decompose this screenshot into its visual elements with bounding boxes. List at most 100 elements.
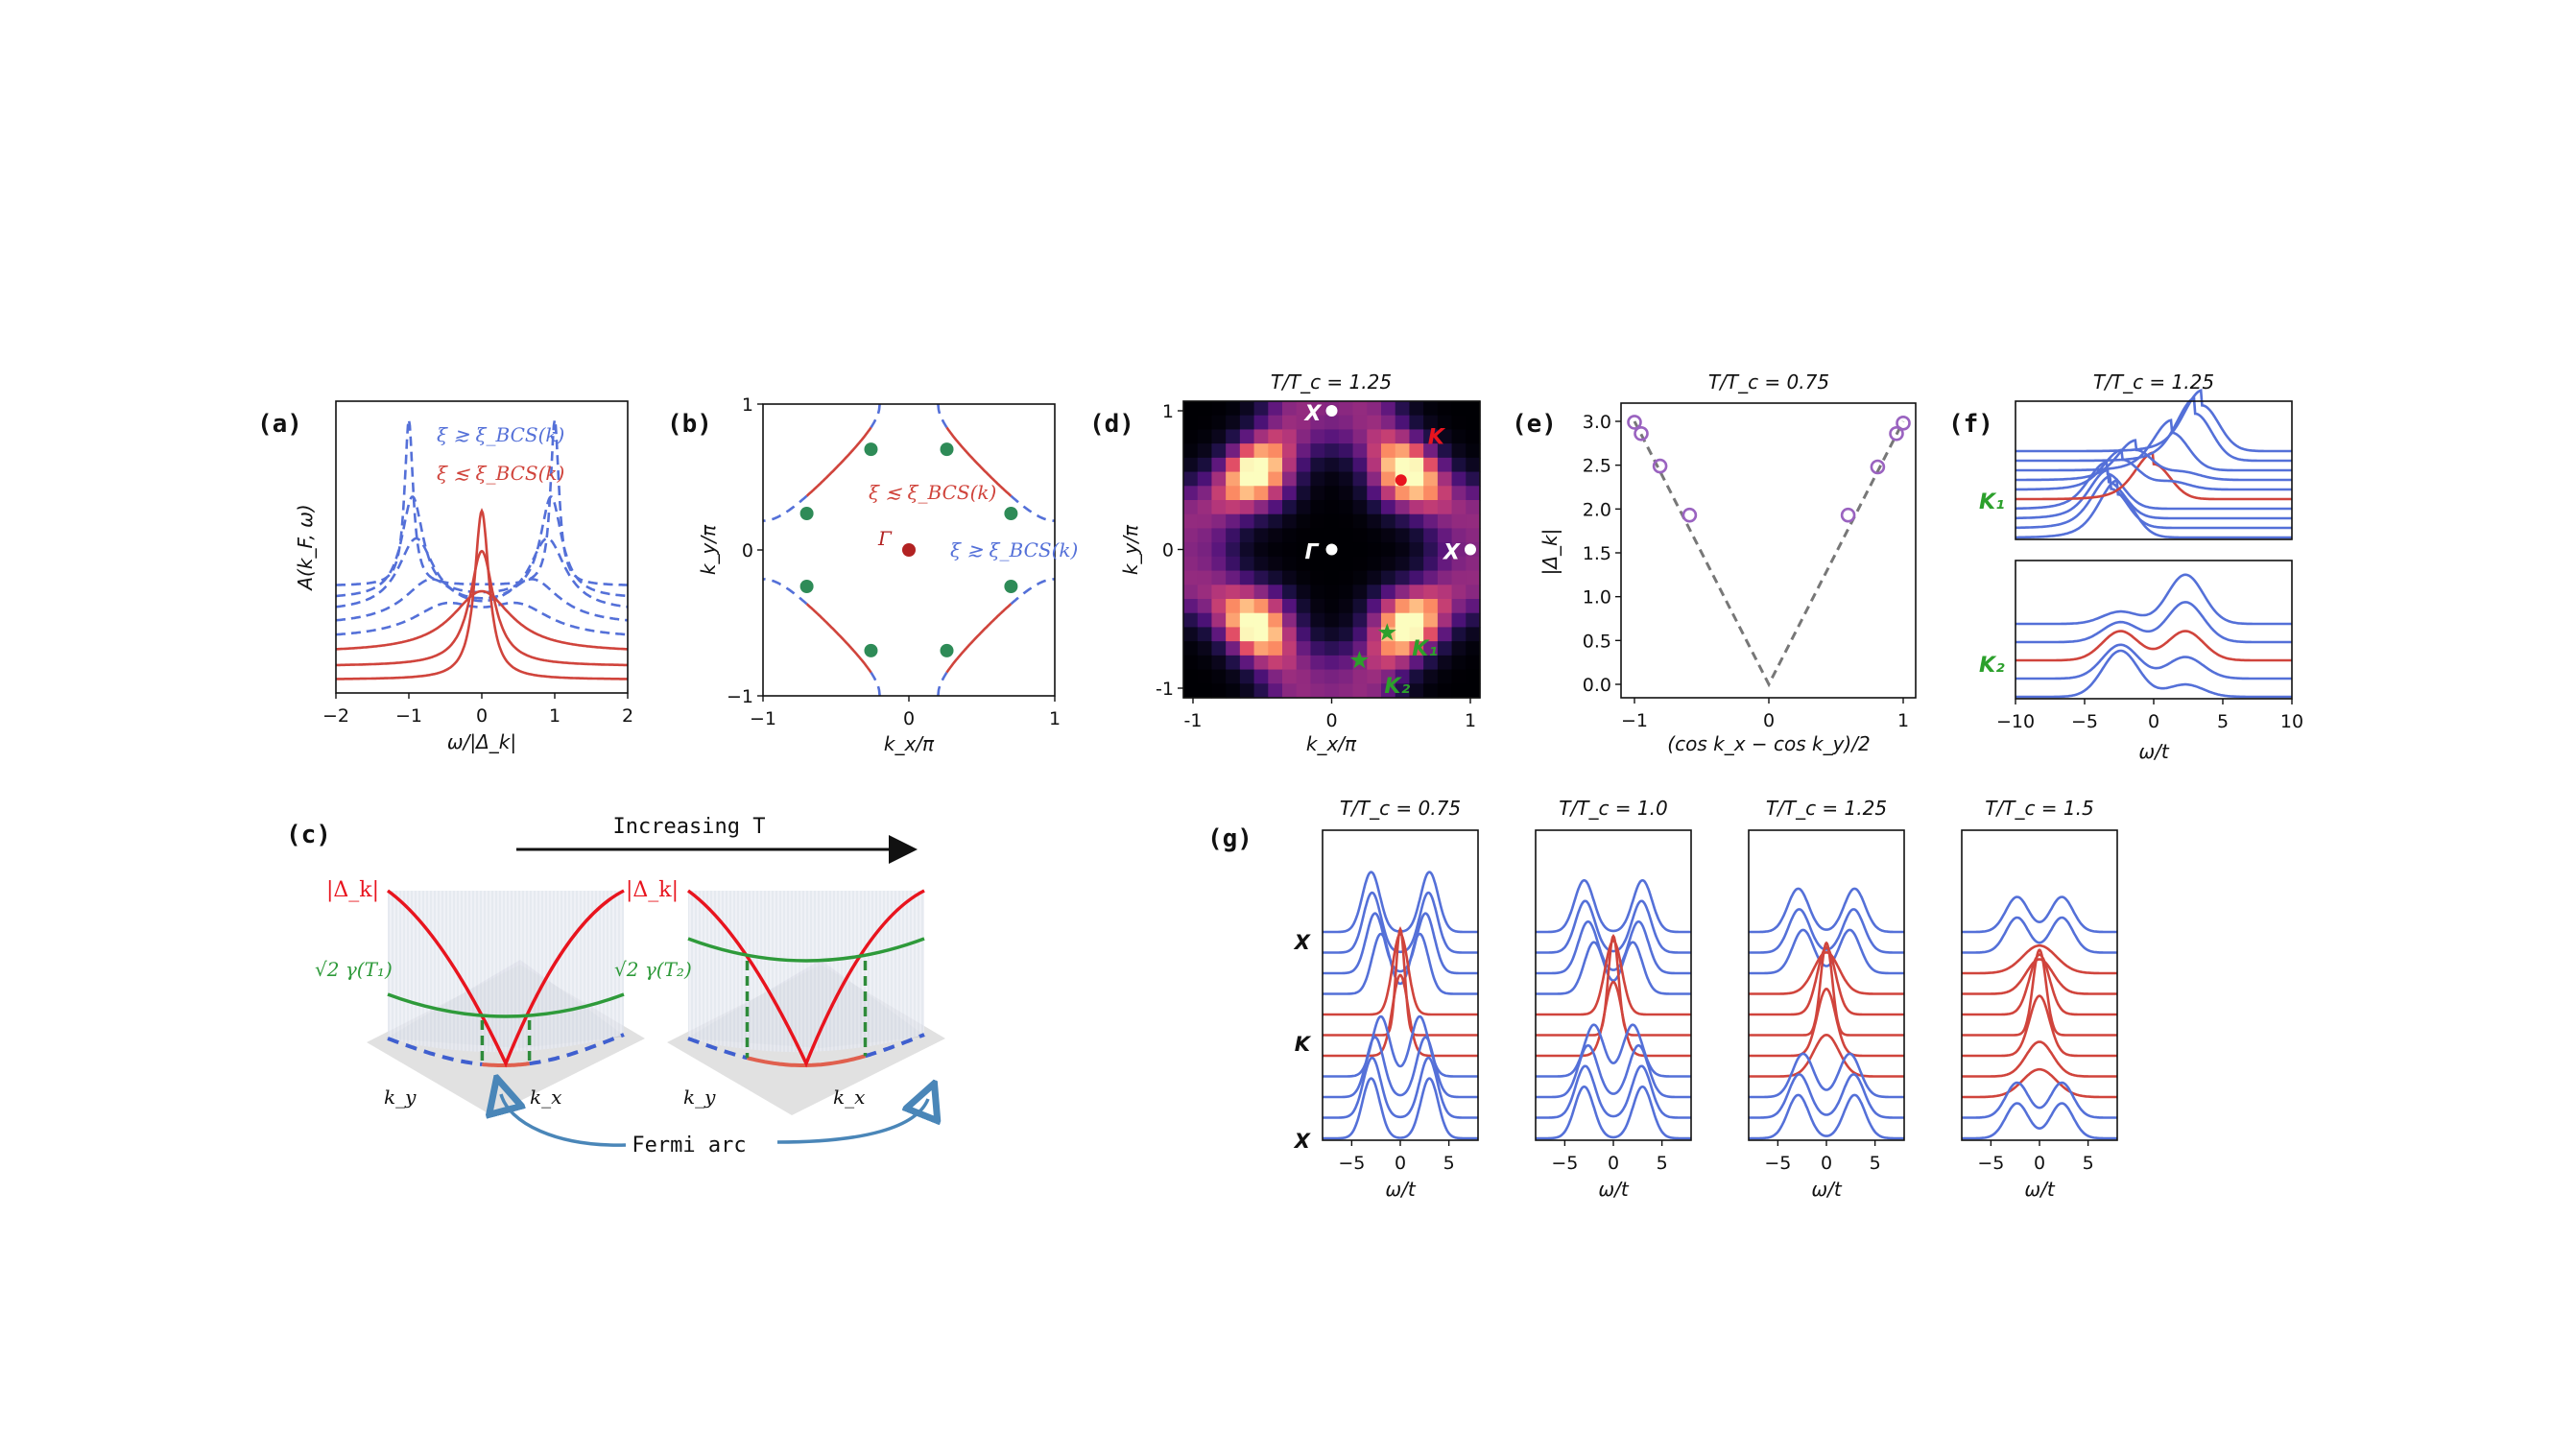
d-heatmap-cell xyxy=(1296,415,1312,431)
g-trace-arc xyxy=(1749,946,1904,1016)
d-heatmap-cell xyxy=(1423,500,1439,515)
d-heatmap-cell xyxy=(1395,429,1411,444)
d-heatmap-cell xyxy=(1423,443,1439,459)
g-subpanel-3: T/T_c = 1.5 −5 0 5 ω/t xyxy=(1961,797,2118,1201)
d-heatmap-cell xyxy=(1183,683,1199,699)
d-heatmap-cell xyxy=(1437,457,1453,473)
d-heatmap-cell xyxy=(1239,585,1255,600)
d-heatmap-cell xyxy=(1268,627,1283,642)
d-heatmap-cell xyxy=(1352,500,1368,515)
b-arc-endpoint-dot xyxy=(799,580,814,593)
b-fermi-arc xyxy=(805,603,872,674)
d-heatmap-cell xyxy=(1409,500,1424,515)
d-heatmap-cell xyxy=(1239,401,1255,417)
d-heatmap-cell xyxy=(1451,542,1467,558)
d-heatmap-cell xyxy=(1466,500,1481,515)
d-heatmap-cell xyxy=(1367,443,1382,459)
g-trace-arc xyxy=(1323,973,1478,1058)
a-series-5 xyxy=(335,589,629,651)
d-heatmap-cell xyxy=(1296,570,1312,585)
d-heatmap-cell xyxy=(1437,513,1453,530)
d-heatmap-cell xyxy=(1437,655,1453,671)
d-heatmap-cell xyxy=(1367,415,1382,431)
d-heatmap-cell xyxy=(1466,669,1481,684)
d-heatmap-cell xyxy=(1423,570,1439,585)
d-heatmap-cell xyxy=(1338,641,1354,656)
d-heatmap-cell xyxy=(1437,528,1453,543)
e-title: T/T_c = 0.75 xyxy=(1708,370,1829,394)
d-heatmap-cell xyxy=(1253,513,1269,530)
d-heatmap-cell xyxy=(1282,655,1298,671)
g-trace-gapped xyxy=(1323,932,1478,995)
c-gamma-curve xyxy=(387,992,625,1018)
d-heatmap-cell xyxy=(1437,599,1453,614)
d-heatmap-cell xyxy=(1211,655,1227,671)
d-heatmap-cell xyxy=(1197,627,1213,642)
d-heatmap-cell xyxy=(1338,612,1354,629)
d-heatmap-cell xyxy=(1211,429,1227,444)
d-heatmap-cell xyxy=(1310,457,1325,473)
d-heatmap-cell xyxy=(1367,429,1382,444)
d-heatmap-cell xyxy=(1352,528,1368,543)
d-heatmap-cell xyxy=(1423,599,1439,614)
e-ytick-label: 2.5 xyxy=(1583,456,1611,477)
d-heatmap-cell xyxy=(1437,627,1453,642)
d-heatmap-cell xyxy=(1338,500,1354,515)
d-heatmap-cell xyxy=(1296,401,1312,417)
d-heatmap-cell xyxy=(1409,612,1424,629)
c-ky-label-2: k_y xyxy=(683,1086,716,1109)
d-heatmap-cell xyxy=(1268,500,1283,515)
f-k1-trace-6 xyxy=(2015,439,2292,482)
d-heatmap-cell xyxy=(1226,457,1241,473)
d-heatmap-cell xyxy=(1466,655,1481,671)
d-heatmap-cell xyxy=(1466,556,1481,572)
d-heatmap-cell xyxy=(1253,599,1269,614)
d-heatmap-cell xyxy=(1282,443,1298,459)
d-ytick-label: 0 xyxy=(1162,540,1174,561)
d-heatmap-cell xyxy=(1282,513,1298,530)
d-heatmap-cell xyxy=(1197,513,1213,530)
g-subpanel-2: T/T_c = 1.25 −5 0 5 ω/t xyxy=(1748,797,1905,1201)
d-title: T/T_c = 1.25 xyxy=(1271,370,1392,394)
d-heatmap-cell xyxy=(1268,556,1283,572)
c-arrow-label: Increasing T xyxy=(613,815,766,839)
panel-a: (a) −2 −1 0 1 2 ξ ≳ ξ_BCS(k) ξ ≲ ξ_BCS(k) ω/… xyxy=(257,400,633,753)
d-heatmap-cell xyxy=(1409,641,1424,656)
d-heatmap-cell xyxy=(1437,429,1453,444)
g-trace-gapped xyxy=(1536,879,1691,934)
e-ytick-label: 1.0 xyxy=(1583,587,1611,609)
c-fermi-arc-pointer-1 xyxy=(501,1094,627,1147)
d-heatmap-cell xyxy=(1367,669,1382,684)
d-heatmap-cell xyxy=(1409,669,1424,684)
d-heatmap-cell xyxy=(1395,401,1411,417)
g-xtick-label: 0 xyxy=(2034,1153,2045,1174)
d-heatmap-cell xyxy=(1282,528,1298,543)
d-heatmap-cell xyxy=(1310,528,1325,543)
d-heatmap-cell xyxy=(1395,486,1411,501)
d-heatmap-cell xyxy=(1381,683,1396,699)
d-heatmap-cell xyxy=(1239,669,1255,684)
d-heatmap-cell xyxy=(1437,443,1453,459)
panel-f: (f) T/T_c = 1.25 −10 −5 0 5 10 K₁ K₂ ω/t xyxy=(1948,370,2303,763)
d-heatmap-cell xyxy=(1211,486,1227,501)
g-xtick-label: 0 xyxy=(1395,1153,1406,1174)
panel-label-f: (f) xyxy=(1948,410,1993,439)
a-series-7 xyxy=(336,508,628,680)
d-heatmap-cell xyxy=(1338,570,1354,585)
d-heatmap-cell xyxy=(1197,471,1213,487)
d-heatmap-cell xyxy=(1253,542,1269,558)
d-heatmap-cell xyxy=(1338,486,1354,501)
d-ticks: -1 -1 0 0 1 1 xyxy=(1156,401,1476,731)
f-k2-trace-2 xyxy=(2015,630,2292,662)
g-trace-arc xyxy=(1749,941,1904,1037)
d-heatmap-cell xyxy=(1197,683,1213,699)
d-heatmap-cell xyxy=(1239,542,1255,558)
b-ytick-label: 0 xyxy=(742,540,753,561)
g-trace-gapped xyxy=(1323,1036,1478,1099)
d-heatmap-cell xyxy=(1367,457,1382,473)
d-heatmap-cell xyxy=(1282,429,1298,444)
d-heatmap-cell xyxy=(1395,599,1411,614)
d-heatmap-cell xyxy=(1183,669,1199,684)
